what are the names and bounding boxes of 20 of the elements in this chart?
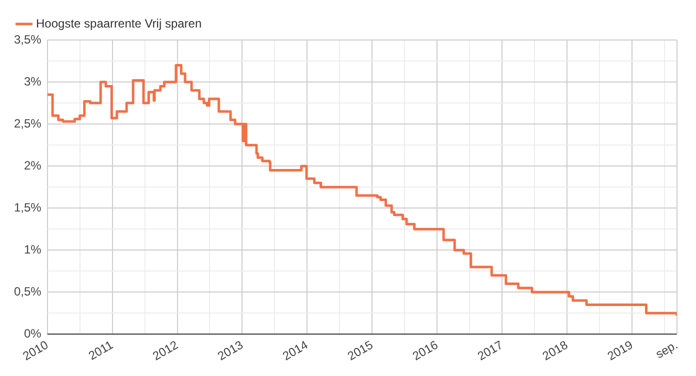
y-tick-label: 3,5%: [14, 32, 42, 46]
x-tick-label: 2016: [410, 338, 441, 364]
x-tick-label: 2018: [540, 338, 570, 364]
y-tick-label: 0,5%: [14, 284, 42, 298]
legend-label: Hoogste spaarrente Vrij sparen: [36, 16, 202, 30]
x-tick-label: 2015: [345, 338, 376, 364]
x-tick-label: 2019: [605, 338, 636, 364]
x-tick-label: sep.: [653, 338, 680, 362]
x-tick-label: 2017: [475, 338, 506, 364]
x-tick-label: 2010: [20, 338, 51, 364]
x-tick-label: 2014: [280, 338, 311, 364]
y-tick-label: 3%: [24, 74, 42, 88]
x-tick-label: 2011: [86, 338, 116, 363]
y-tick-label: 2%: [24, 158, 42, 172]
y-tick-label: 2,5%: [14, 116, 42, 130]
x-tick-label: 2013: [215, 338, 246, 364]
y-tick-label: 0%: [24, 326, 42, 340]
y-tick-label: 1,5%: [14, 200, 42, 214]
y-tick-label: 1%: [24, 242, 42, 256]
x-tick-label: 2012: [150, 338, 181, 364]
